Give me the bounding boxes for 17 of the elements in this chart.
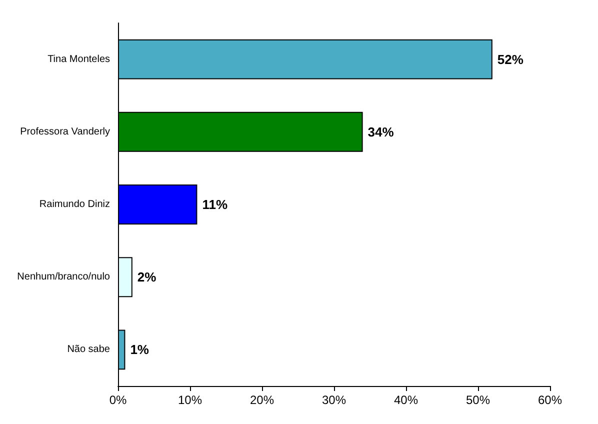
data-label: 11% [202,197,228,212]
data-label: 34% [368,124,394,140]
x-tick-label: 40% [394,393,418,407]
y-tick-label: Nenhum/branco/nulo [17,272,110,283]
x-tick-label: 60% [538,393,562,407]
y-tick-label: Tina Monteles [48,54,110,65]
x-tick-label: 0% [109,393,127,407]
data-label: 52% [497,52,524,67]
x-tick-label: 20% [250,393,274,407]
y-tick-label: Não sabe [67,344,110,356]
x-tick-label: 10% [178,393,202,407]
data-label: 2% [137,270,157,285]
y-tick-label: Raimundo Diniz [39,199,110,210]
y-tick-label: Professora Vanderly [20,126,110,138]
x-tick-label: 50% [466,393,490,407]
data-label: 1% [130,342,150,358]
x-tick-label: 30% [322,393,346,407]
